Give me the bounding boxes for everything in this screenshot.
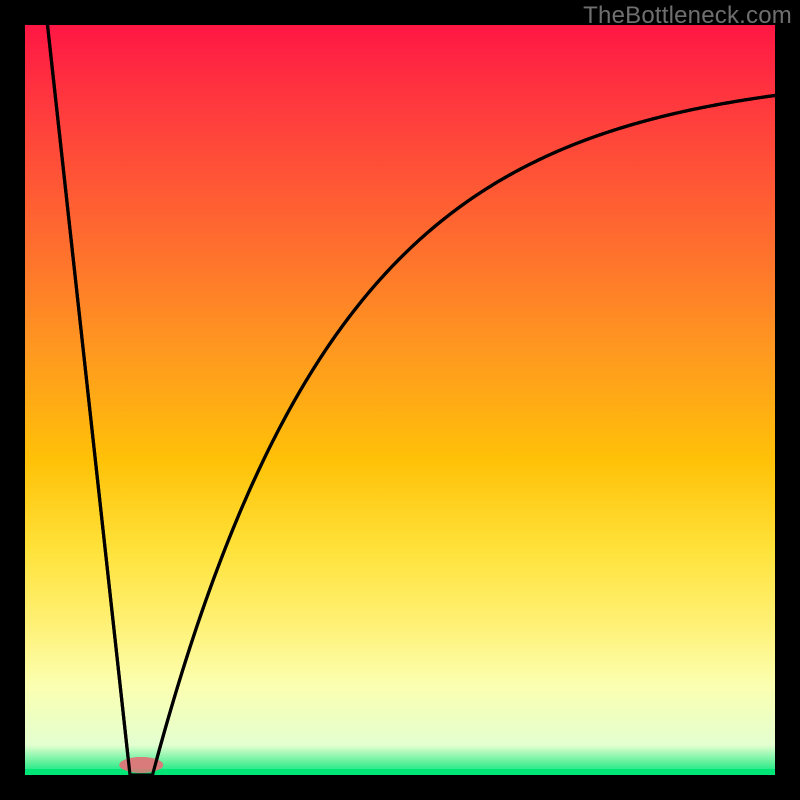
plot-background bbox=[25, 25, 775, 775]
watermark-text: TheBottleneck.com bbox=[583, 2, 792, 30]
chart-container: TheBottleneck.com bbox=[0, 0, 800, 800]
chart-svg bbox=[0, 0, 800, 800]
